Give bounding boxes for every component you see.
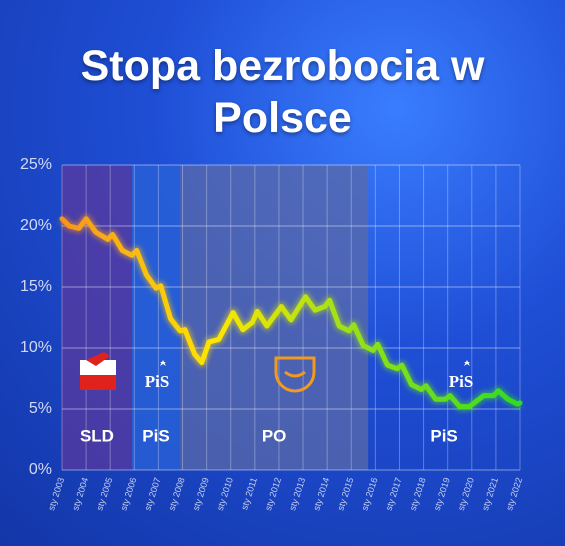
- x-tick-label: sty 2015: [335, 476, 355, 511]
- plot: [58, 214, 523, 412]
- x-tick-label: sty 2005: [94, 476, 114, 511]
- y-tick-label: 20%: [20, 217, 52, 234]
- x-tick-label: sty 2018: [408, 476, 428, 511]
- x-tick-label: sty 2017: [384, 476, 404, 511]
- x-tick-label: sty 2019: [432, 476, 452, 511]
- pis-logo: PiS: [145, 360, 170, 391]
- x-tick-label: sty 2014: [311, 476, 331, 511]
- period-label: PiS: [430, 426, 457, 445]
- y-tick-label: 25%: [20, 156, 52, 173]
- x-tick-label: sty 2013: [287, 476, 307, 511]
- x-tick-label: sty 2016: [360, 476, 380, 511]
- y-tick-label: 15%: [20, 278, 52, 295]
- period-bands: SLD PiS PO PiS: [62, 165, 520, 470]
- period-label: SLD: [80, 426, 114, 445]
- x-tick-label: sty 2012: [263, 476, 283, 511]
- x-tick-label: sty 2008: [167, 476, 187, 511]
- x-tick-label: sty 2010: [215, 476, 235, 511]
- x-tick-label: sty 2022: [504, 476, 524, 511]
- x-tick-label: sty 2004: [70, 476, 90, 511]
- po-logo: [274, 356, 316, 393]
- y-tick-label: 0%: [29, 461, 52, 478]
- x-tick-label: sty 2007: [143, 476, 163, 511]
- pis-logo: PiS: [449, 360, 474, 391]
- x-tick-label: sty 2006: [118, 476, 138, 511]
- period-band: [62, 165, 132, 470]
- svg-text:PiS: PiS: [449, 372, 474, 391]
- x-tick-label: sty 2021: [480, 476, 500, 511]
- period-label: PO: [262, 426, 287, 445]
- title-box: Stopa bezrobocia w Polsce: [0, 40, 565, 144]
- grid: 0% 5% 10% 15% 20% 25% sty 2003 sty 2004 sty 2005…: [20, 156, 524, 511]
- sld-logo: [80, 352, 116, 390]
- period-label: PiS: [142, 426, 169, 445]
- chart-title: Stopa bezrobocia w Polsce: [80, 42, 485, 142]
- x-tick-label: sty 2011: [239, 476, 259, 511]
- x-tick-label: sty 2003: [46, 476, 66, 511]
- period-band: [368, 165, 520, 470]
- y-tick-label: 10%: [20, 339, 52, 356]
- x-tick-label: sty 2020: [456, 476, 476, 511]
- line: [59, 216, 523, 410]
- y-tick-label: 5%: [29, 400, 52, 417]
- x-tick-label: sty 2009: [191, 476, 211, 511]
- svg-text:PiS: PiS: [145, 372, 170, 391]
